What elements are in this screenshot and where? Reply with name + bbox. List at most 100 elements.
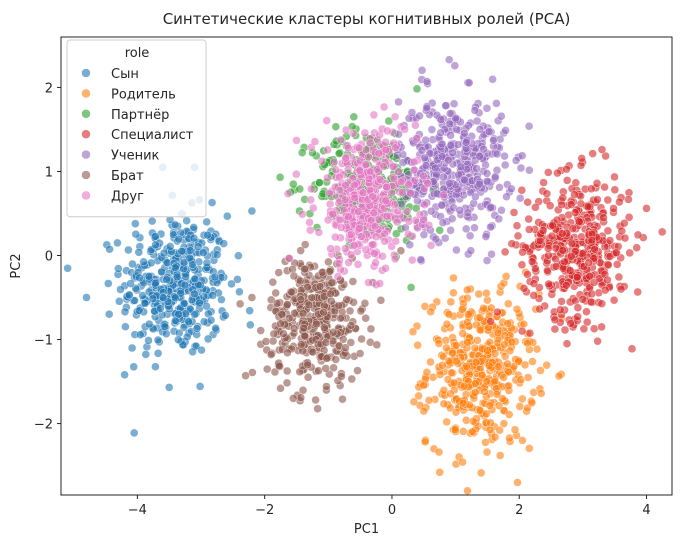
data-point [434,339,444,348]
y-axis-label: PC2 [9,253,24,278]
data-point [588,149,597,158]
data-point [276,319,285,328]
data-point [448,148,457,157]
data-point [405,240,415,250]
data-point [448,348,457,358]
data-point [350,241,359,250]
data-point [520,360,530,370]
data-point [120,370,129,380]
data-point [458,398,468,408]
data-point [550,315,560,325]
data-point [568,224,578,233]
data-point [611,248,621,258]
data-point [126,279,135,288]
data-point [124,245,133,255]
x-axis-ticks: −4 −2 0 2 4 [128,495,651,518]
data-point [419,230,429,239]
data-point [346,321,356,330]
data-point [535,304,544,314]
x-tick-label: −2 [255,503,274,518]
data-point [470,106,480,115]
data-point [400,125,409,134]
data-point [322,116,331,125]
data-point [279,329,288,338]
data-point [449,273,458,283]
data-point [292,136,301,145]
data-point [578,295,587,304]
data-point [558,193,568,203]
data-point [468,427,477,436]
data-point [480,387,489,397]
data-point [510,425,520,434]
data-point [374,149,384,158]
data-point [233,275,242,284]
data-point [473,336,482,345]
data-point [370,249,379,258]
data-point [446,141,456,150]
data-point [396,177,406,187]
data-point [609,204,618,213]
data-point [642,204,651,213]
data-point [390,112,400,122]
data-point [456,162,466,172]
data-point [482,447,492,457]
x-axis-label: PC1 [354,522,379,537]
data-point [515,402,525,411]
data-point [422,77,432,86]
data-point [424,220,434,230]
data-point [446,389,455,399]
data-point [247,206,257,216]
data-point [426,357,435,367]
data-point [182,216,191,225]
data-point [528,357,537,366]
data-point [275,173,285,182]
data-point [627,344,637,354]
data-point [463,486,472,496]
data-point [366,138,375,148]
data-point [482,256,492,265]
scatter-points [63,55,667,496]
data-point [525,165,534,175]
data-point [449,99,459,109]
data-point [326,244,335,253]
data-point [614,272,624,282]
data-point [562,164,571,174]
data-point [624,213,634,222]
data-point [241,371,250,380]
data-point [544,168,553,177]
data-point [197,345,206,355]
data-point [346,338,356,347]
data-point [516,163,526,173]
data-point [125,290,134,300]
data-point [153,349,163,358]
data-point [516,375,526,384]
data-point [500,151,509,161]
data-point [63,264,72,273]
data-point [282,366,292,376]
data-point [447,368,456,378]
data-point [256,326,265,335]
data-point [545,201,555,210]
data-point [350,180,359,190]
data-point [234,251,243,260]
data-point [431,234,441,244]
data-point [551,254,560,264]
data-point [314,366,323,375]
data-point [404,217,414,226]
data-point [420,153,429,163]
data-point [597,299,607,308]
data-point [604,260,613,270]
data-point [560,257,569,267]
data-point [341,244,350,253]
data-point [446,297,456,307]
legend-marker [81,149,91,160]
data-point [319,307,328,317]
data-point [297,340,306,349]
data-point [338,394,347,404]
data-point [179,299,189,308]
data-point [360,128,370,138]
data-point [212,250,222,260]
data-point [379,102,389,112]
data-point [305,218,314,227]
data-point [355,349,365,358]
